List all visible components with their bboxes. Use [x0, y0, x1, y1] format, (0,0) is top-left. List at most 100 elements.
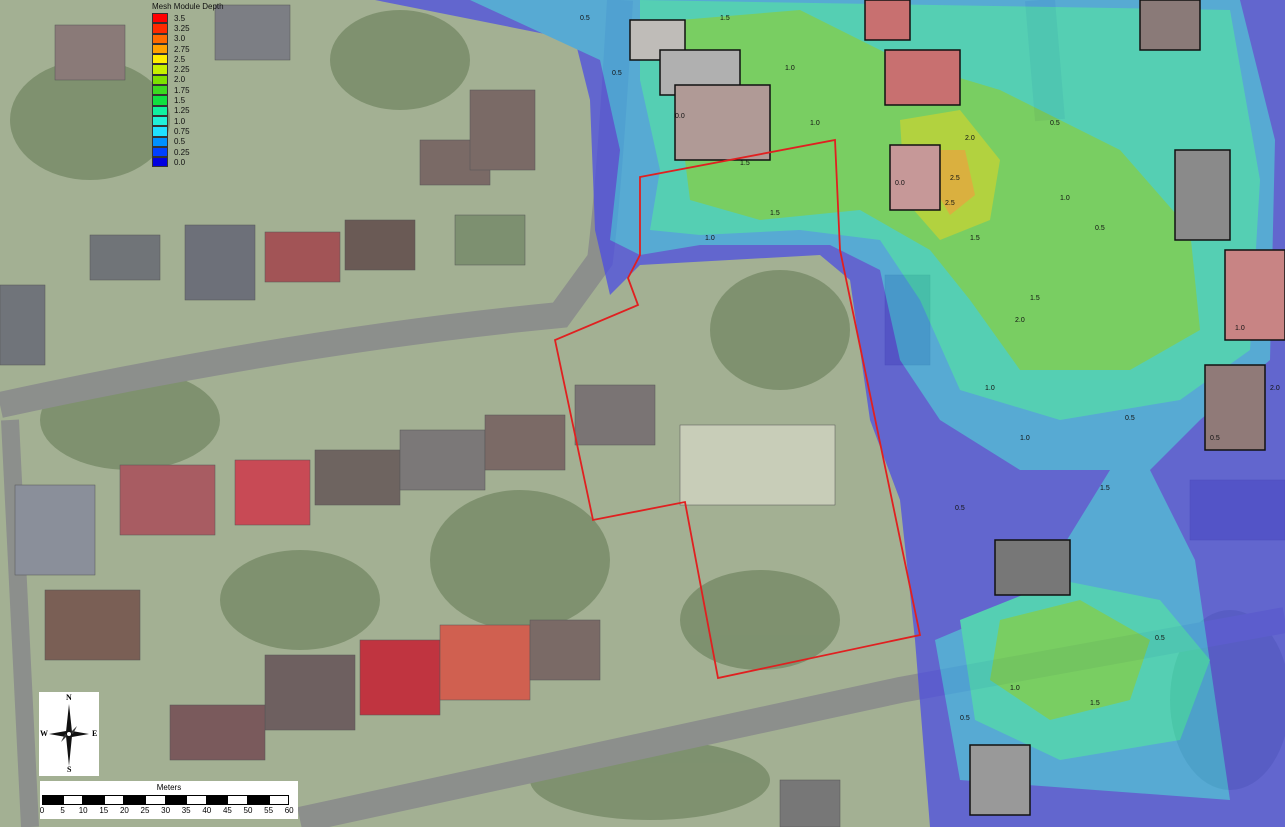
- contour-label: 2.0: [1015, 317, 1025, 324]
- scale-tick-label: 60: [284, 806, 294, 815]
- contour-label: 0.5: [580, 15, 590, 22]
- contour-label: 1.5: [720, 15, 730, 22]
- legend-label: 0.75: [174, 126, 190, 136]
- scale-tick-label: 20: [119, 806, 129, 815]
- legend-swatch: [152, 85, 168, 96]
- compass-n: N: [66, 693, 72, 702]
- legend-label: 1.0: [174, 116, 186, 126]
- scale-segment: [124, 795, 145, 805]
- legend-swatch: [152, 157, 168, 168]
- legend-label: 3.25: [174, 23, 190, 33]
- scale-tick-label: 0: [39, 806, 45, 815]
- legend-swatch: [152, 95, 168, 106]
- scale-segment: [206, 795, 228, 805]
- legend-item: 1.0: [152, 115, 252, 127]
- legend-swatch: [152, 13, 168, 24]
- scale-tick-label: 40: [202, 806, 212, 815]
- contour-label: 2.5: [945, 200, 955, 207]
- site-boundary: [553, 138, 922, 680]
- legend-item: 0.0: [152, 157, 252, 168]
- legend-swatch: [152, 33, 168, 44]
- scale-segment: [103, 795, 125, 805]
- scale-tick-label: 50: [243, 806, 253, 815]
- legend-label: 2.0: [174, 75, 186, 85]
- legend-label: 3.5: [174, 13, 186, 23]
- compass-w: W: [40, 729, 48, 738]
- contour-label: 1.0: [785, 65, 795, 72]
- contour-label: 1.0: [1020, 435, 1030, 442]
- contour-label: 0.5: [1210, 435, 1220, 442]
- legend: Mesh Module Depth 3.5 3.25 3.0 2.75 2.5 2.25 2…: [152, 2, 252, 168]
- contour-label: 0.0: [675, 113, 685, 120]
- contour-label: 0.5: [1155, 635, 1165, 642]
- legend-label: 1.5: [174, 96, 186, 106]
- legend-item: 2.75: [152, 43, 252, 55]
- contour-label: 0.5: [1050, 120, 1060, 127]
- scale-tick-label: 45: [222, 806, 232, 815]
- contour-labels: 0.5 1.5 1.0 0.5 1.0 1.5 2.0 2.5 2.5 1.5 1.0 0.5 2.0 1…: [580, 15, 1280, 722]
- legend-label: 0.25: [174, 147, 190, 157]
- flood-depth-2.5-3.0: [935, 150, 975, 215]
- contour-label: 0.0: [895, 180, 905, 187]
- legend-item: 1.25: [152, 105, 252, 116]
- legend-label: 0.0: [174, 157, 186, 167]
- scale-segment: [165, 795, 187, 805]
- legend-item: 3.25: [152, 23, 252, 34]
- flood-depth-1.5-2.0-south: [990, 600, 1150, 720]
- legend-swatch: [152, 136, 168, 147]
- legend-swatch: [152, 146, 168, 158]
- contour-label: 2.5: [950, 175, 960, 182]
- contour-label: 1.0: [705, 235, 715, 242]
- contour-label: 1.5: [1090, 700, 1100, 707]
- flood-buildings: [629, 0, 1285, 816]
- legend-item: 1.75: [152, 85, 252, 96]
- contour-label: 1.0: [1060, 195, 1070, 202]
- contour-label: 1.0: [1235, 325, 1245, 332]
- contour-label: 0.5: [955, 505, 965, 512]
- legend-swatch: [152, 54, 168, 65]
- scale-tick-label: 55: [264, 806, 274, 815]
- legend-item: 1.5: [152, 95, 252, 106]
- scale-segment: [268, 795, 290, 805]
- legend-label: 3.0: [174, 34, 186, 44]
- scale-segment: [62, 795, 84, 805]
- legend-item: 2.25: [152, 64, 252, 75]
- contour-label: 0.5: [1095, 225, 1105, 232]
- legend-label: 1.25: [174, 106, 190, 116]
- contour-label: 0.5: [612, 70, 622, 77]
- contour-label: 2.0: [965, 135, 975, 142]
- scale-tick-label: 35: [181, 806, 191, 815]
- scale-segment: [83, 795, 104, 805]
- legend-item: 2.0: [152, 74, 252, 86]
- contour-label: 2.0: [1270, 385, 1280, 392]
- scale-bar: Meters 0 5 10 15 20 25 30 35 40 45 50 55 60: [40, 781, 298, 819]
- legend-label: 1.75: [174, 85, 190, 95]
- legend-item: 0.25: [152, 146, 252, 158]
- contour-label: 1.0: [810, 120, 820, 127]
- contour-label: 1.5: [770, 210, 780, 217]
- scale-segment: [42, 795, 63, 805]
- contour-label: 0.5: [960, 715, 970, 722]
- compass-e: E: [92, 729, 98, 738]
- contour-label: 0.5: [1125, 415, 1135, 422]
- legend-item: 3.5: [152, 13, 252, 24]
- legend-label: 2.25: [174, 65, 190, 75]
- scale-segment: [145, 795, 166, 805]
- legend-item: 2.5: [152, 54, 252, 65]
- scale-tick-label: 10: [78, 806, 88, 815]
- compass-s: S: [67, 765, 72, 774]
- legend-swatch: [152, 126, 168, 137]
- legend-swatch: [152, 74, 168, 86]
- legend-label: 2.75: [174, 44, 190, 54]
- scale-tick-label: 25: [140, 806, 150, 815]
- scale-segment: [227, 795, 248, 805]
- scale-tick-label: 15: [99, 806, 109, 815]
- legend-title: Mesh Module Depth: [152, 2, 224, 11]
- scale-tick-label: 30: [161, 806, 171, 815]
- legend-swatch: [152, 64, 168, 75]
- scale-tick-label: 5: [60, 806, 65, 815]
- compass-rose-icon: [49, 704, 89, 766]
- contour-label: 1.5: [1100, 485, 1110, 492]
- scale-title: Meters: [156, 783, 182, 792]
